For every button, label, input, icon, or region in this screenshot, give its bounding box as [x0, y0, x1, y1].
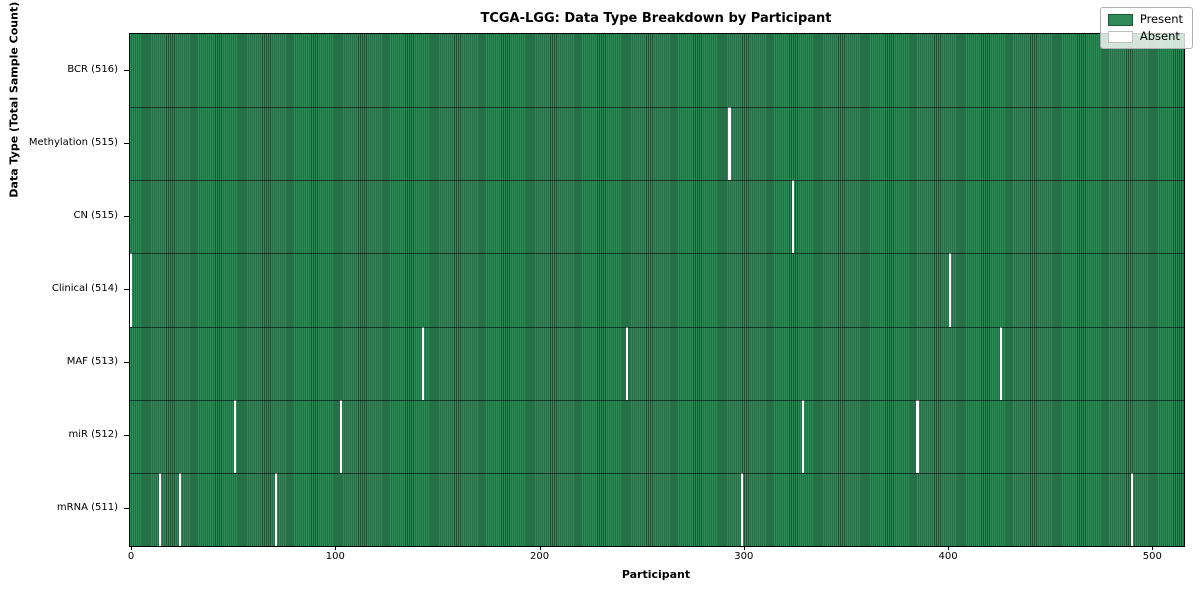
absent-cell-mRNA-24 [179, 472, 182, 546]
xtick-label-100: 100 [325, 551, 345, 562]
ytick-mark [124, 362, 129, 364]
absent-cell-miR-329 [802, 399, 805, 473]
ytick-mark [124, 508, 129, 510]
chart-title: TCGA-LGG: Data Type Breakdown by Partici… [480, 11, 832, 26]
heatmap-row-BCR [130, 34, 1184, 107]
xtick-label-400: 400 [938, 551, 958, 562]
ytick-label-CN: CN (515) [73, 209, 118, 221]
legend-label-present: Present [1139, 12, 1183, 26]
absent-cell-mRNA-71 [275, 472, 278, 546]
xtick-mark-400 [948, 546, 950, 550]
row-separator [130, 107, 1184, 109]
legend-item-absent: Absent [1107, 29, 1183, 43]
xtick-mark-300 [743, 546, 745, 550]
absent-cell-MAF-426 [1000, 326, 1003, 400]
xtick-label-300: 300 [734, 551, 754, 562]
heatmap-row-CN [130, 180, 1184, 254]
ytick-mark [124, 142, 129, 144]
absent-cell-miR-385 [916, 399, 919, 473]
xtick-mark-500 [1152, 546, 1154, 550]
xtick-mark-0 [131, 546, 133, 550]
heatmap-row-miR [130, 399, 1184, 473]
heatmap-row-Clinical [130, 253, 1184, 327]
xtick-mark-100 [335, 546, 337, 550]
xtick-label-500: 500 [1142, 551, 1162, 562]
absent-cell-mRNA-490 [1130, 472, 1133, 546]
heatmap-row-mRNA [130, 472, 1184, 546]
xtick-mark-200 [539, 546, 541, 550]
absent-cell-miR-51 [234, 399, 237, 473]
row-separator [130, 253, 1184, 255]
absent-cell-Clinical-0 [130, 253, 133, 327]
absent-cell-Methylation-293 [728, 107, 731, 181]
xtick-label-0: 0 [127, 551, 135, 562]
absent-cell-CN-324 [791, 180, 794, 254]
row-separator [130, 472, 1184, 474]
ytick-label-BCR: BCR (516) [67, 63, 118, 75]
ytick-label-Methylation: Methylation (515) [28, 136, 118, 148]
x-axis-label: Participant [621, 568, 691, 581]
heatmap-row-MAF [130, 326, 1184, 400]
ytick-label-miR: miR (512) [68, 429, 118, 441]
ytick-label-Clinical: Clinical (514) [51, 283, 118, 294]
absent-cell-Clinical-401 [949, 253, 952, 327]
absent-cell-mRNA-14 [158, 472, 161, 546]
legend: Present Absent [1099, 7, 1193, 49]
ytick-mark [124, 435, 129, 437]
row-separator [130, 180, 1184, 182]
ytick-label-MAF: MAF (513) [66, 356, 118, 368]
heatmap-row-Methylation [130, 107, 1184, 181]
legend-item-present: Present [1107, 12, 1183, 26]
ytick-label-mRNA: mRNA (511) [56, 502, 118, 514]
row-separator [130, 399, 1184, 401]
xtick-label-200: 200 [530, 551, 550, 562]
ytick-mark [124, 69, 129, 71]
present-swatch-icon [1107, 13, 1133, 26]
absent-cell-MAF-243 [626, 326, 629, 400]
absent-cell-MAF-143 [422, 326, 425, 400]
ytick-mark [124, 289, 129, 290]
ytick-mark [124, 215, 129, 217]
absent-cell-mRNA-299 [740, 472, 743, 546]
y-axis-label: Data Type (Total Sample Count) [7, 1, 21, 198]
legend-label-absent: Absent [1139, 29, 1180, 43]
absent-swatch-icon [1107, 30, 1133, 43]
plot-area [129, 33, 1185, 547]
absent-cell-miR-103 [340, 399, 343, 473]
row-separator [130, 326, 1184, 328]
